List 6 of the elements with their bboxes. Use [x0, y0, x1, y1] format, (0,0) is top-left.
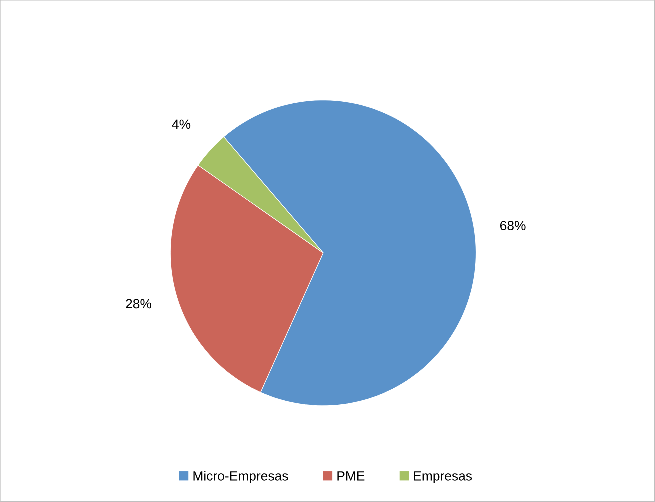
data-label: 28%	[126, 299, 152, 309]
legend-label: PME	[338, 472, 365, 481]
legend-label: Empresas	[414, 472, 472, 484]
data-label: 4%	[172, 120, 191, 129]
data-label: 68%	[500, 221, 526, 230]
legend-label: Micro-Empresas	[194, 471, 288, 484]
